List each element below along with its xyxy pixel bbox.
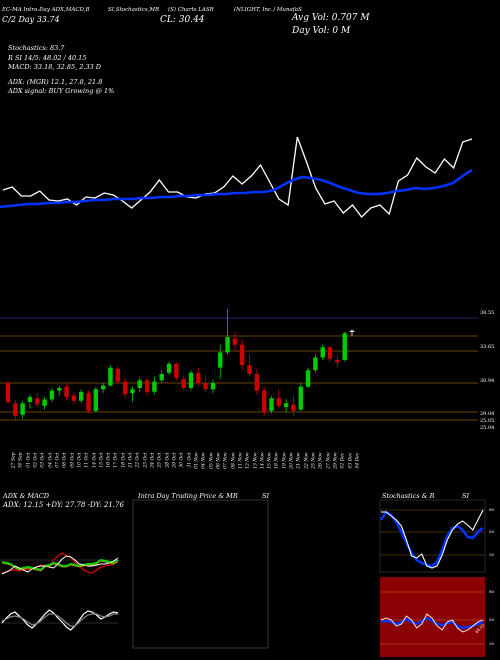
stoch-d-line bbox=[381, 509, 484, 569]
stoch-level-50: 50 bbox=[489, 529, 495, 534]
candle-body bbox=[254, 374, 260, 391]
candle-body bbox=[122, 381, 128, 395]
day-volume: Day Vol: 0 M bbox=[292, 26, 351, 36]
rsi-level-20: 20 bbox=[489, 641, 495, 646]
candle-body bbox=[144, 380, 150, 392]
candle-body bbox=[166, 363, 172, 373]
candle-body bbox=[261, 390, 267, 413]
candle-body bbox=[276, 398, 282, 406]
header-day: C/2 Day 33.74 bbox=[2, 15, 60, 24]
intraday-panel-si: SI bbox=[262, 492, 270, 500]
price-level-6: 25.04 bbox=[480, 425, 495, 431]
candle-body bbox=[5, 382, 11, 402]
candle-body bbox=[115, 368, 120, 382]
stoch-panel-title: Stochastics & R bbox=[382, 492, 435, 500]
candle-body bbox=[291, 404, 296, 411]
adx-panel-values: ADX: 12.15 +DY: 27.78 -DY: 21.76 bbox=[3, 501, 124, 509]
stochastics-text: Stochastics: 83.7 bbox=[8, 44, 65, 52]
adx-yellow-line bbox=[1, 560, 119, 572]
adx-panel-title: ADX & MACD bbox=[3, 492, 49, 500]
rsi-level-80: 80 bbox=[489, 589, 495, 594]
candle-body bbox=[64, 386, 69, 397]
candle-body bbox=[188, 372, 194, 388]
stoch-panel-si: SI bbox=[462, 492, 470, 500]
candle-body bbox=[305, 370, 311, 387]
rsi-panel-bg bbox=[380, 577, 485, 657]
candle-body bbox=[174, 363, 179, 378]
macd-text: MACD: 33.18, 32.85, 2.33 D bbox=[8, 63, 102, 71]
price-level-2: 33.65 bbox=[480, 344, 495, 350]
candle-body bbox=[298, 386, 303, 410]
candle-body bbox=[196, 372, 201, 383]
rsi-line bbox=[380, 613, 484, 633]
header-title-part3: (S) Charts LASR bbox=[168, 7, 214, 13]
rsi-level-50: 50 bbox=[489, 617, 495, 622]
candle-body bbox=[57, 388, 62, 391]
intraday-panel-box bbox=[132, 499, 269, 649]
candle-body bbox=[93, 389, 99, 411]
candle-body bbox=[78, 391, 84, 401]
candle-body bbox=[20, 403, 25, 415]
intraday-panel-title: Intra Day Trading Price & MR bbox=[138, 492, 238, 500]
candle-body bbox=[159, 374, 164, 381]
candle-body bbox=[71, 395, 77, 401]
candle-body bbox=[181, 379, 186, 388]
candle-body bbox=[108, 367, 113, 386]
price-level-5: 25.05 bbox=[480, 418, 495, 424]
candle-body bbox=[86, 393, 91, 411]
header-title-part1: EC-MA Intra-Day ADX,MACD,B bbox=[2, 7, 90, 13]
candle-body bbox=[313, 357, 318, 371]
macd-line bbox=[1, 609, 119, 631]
candle-body bbox=[232, 338, 238, 345]
candle-body bbox=[269, 398, 274, 411]
adx-line bbox=[1, 555, 119, 575]
candle-body bbox=[100, 385, 106, 390]
price-level-1: 38.55 bbox=[480, 310, 495, 316]
candle-body bbox=[218, 352, 223, 368]
candle-body bbox=[27, 396, 33, 402]
adx-text: ADX: (MGR) 12.1, 27.8, 21.8 bbox=[8, 78, 103, 86]
candle-body bbox=[335, 360, 340, 363]
candle-body bbox=[152, 381, 157, 392]
candle-body bbox=[240, 344, 245, 366]
macd-signal-line bbox=[1, 613, 118, 627]
candle-body bbox=[247, 365, 252, 374]
header-title: EC-MA Intra-Day ADX,MACD,B bbox=[2, 7, 90, 13]
main-price-chart bbox=[0, 136, 478, 421]
adx-signal-text: ADX signal: BUY Growing @ 1% bbox=[8, 87, 115, 95]
candle-body bbox=[42, 399, 47, 406]
rsi-text: R SI 14/5: 48.02 / 40.15 bbox=[8, 54, 87, 62]
candle-body bbox=[13, 403, 18, 416]
candle-body bbox=[210, 382, 216, 390]
candle-body bbox=[283, 403, 289, 408]
candle-body bbox=[35, 398, 40, 405]
rsi-smooth-line bbox=[380, 616, 484, 630]
close-price: CL: 30.44 bbox=[160, 15, 205, 25]
ema-line bbox=[0, 168, 473, 209]
candle-body bbox=[225, 337, 230, 353]
candle-body bbox=[203, 382, 208, 390]
candle-body bbox=[327, 347, 333, 359]
candle-body bbox=[342, 333, 347, 360]
stoch-level-20: 20 bbox=[489, 552, 495, 557]
header-title-part4: (NLIGHT, Inc.) MunafaS bbox=[234, 7, 302, 13]
candle-body bbox=[130, 389, 135, 394]
candle-body bbox=[320, 347, 325, 358]
price-level-4: 29.04 bbox=[480, 411, 495, 417]
stoch-level-80: 80 bbox=[489, 507, 495, 512]
candle-body bbox=[49, 390, 55, 400]
adx-minus-di-line bbox=[1, 552, 119, 574]
candle-body bbox=[137, 380, 142, 388]
avg-volume: Avg Vol: 0.707 M bbox=[292, 13, 370, 23]
price-level-3: 30.94 bbox=[480, 378, 495, 384]
candle-body bbox=[349, 330, 355, 332]
stoch-k-line bbox=[379, 510, 484, 568]
header-title-part2: SI,Stochastics,MR bbox=[108, 7, 160, 13]
